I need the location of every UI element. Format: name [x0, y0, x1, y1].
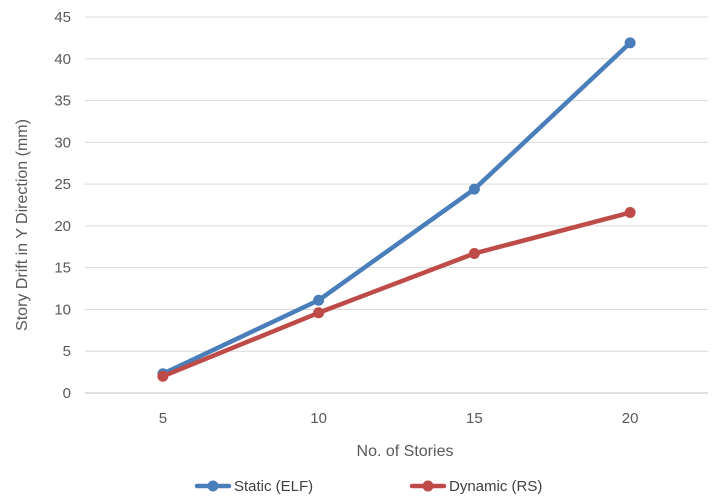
data-point [624, 37, 636, 49]
data-point [624, 207, 636, 219]
series-2 [157, 207, 636, 382]
y-tick-label: 0 [63, 385, 71, 402]
y-axis-title: Story Drift in Y Direction (mm) [14, 119, 31, 331]
legend-label: Static (ELF) [234, 478, 313, 495]
x-tick-label: 5 [159, 410, 167, 427]
data-point [468, 183, 480, 195]
x-axis-ticks: 5 10 15 20 [159, 410, 639, 427]
legend: Static (ELF) Dynamic (RS) [194, 478, 542, 495]
data-point [157, 370, 169, 382]
y-axis-ticks: 0 5 10 15 20 25 30 35 40 45 [54, 9, 71, 402]
y-tick-label: 15 [54, 260, 71, 277]
series-group [157, 37, 636, 382]
y-tick-label: 35 [54, 93, 71, 110]
y-tick-label: 30 [54, 134, 71, 151]
x-axis-title: No. of Stories [357, 443, 454, 460]
legend-label: Dynamic (RS) [449, 478, 542, 495]
x-tick-label: 15 [466, 410, 483, 427]
data-point [313, 307, 325, 319]
data-point [313, 294, 325, 306]
series-line [160, 210, 633, 379]
y-tick-label: 5 [63, 343, 71, 360]
x-tick-label: 10 [310, 410, 327, 427]
series-line [160, 40, 633, 377]
legend-marker [207, 480, 219, 492]
y-tick-label: 40 [54, 51, 71, 68]
legend-item: Dynamic (RS) [409, 478, 542, 495]
y-tick-label: 45 [54, 9, 71, 26]
series-1 [157, 37, 636, 380]
legend-marker [422, 480, 434, 492]
y-tick-label: 10 [54, 301, 71, 318]
y-tick-label: 20 [54, 218, 71, 235]
y-tick-label: 25 [54, 176, 71, 193]
data-point [468, 247, 480, 259]
x-tick-label: 20 [622, 410, 639, 427]
legend-item: Static (ELF) [194, 478, 313, 495]
gridlines [85, 16, 708, 394]
